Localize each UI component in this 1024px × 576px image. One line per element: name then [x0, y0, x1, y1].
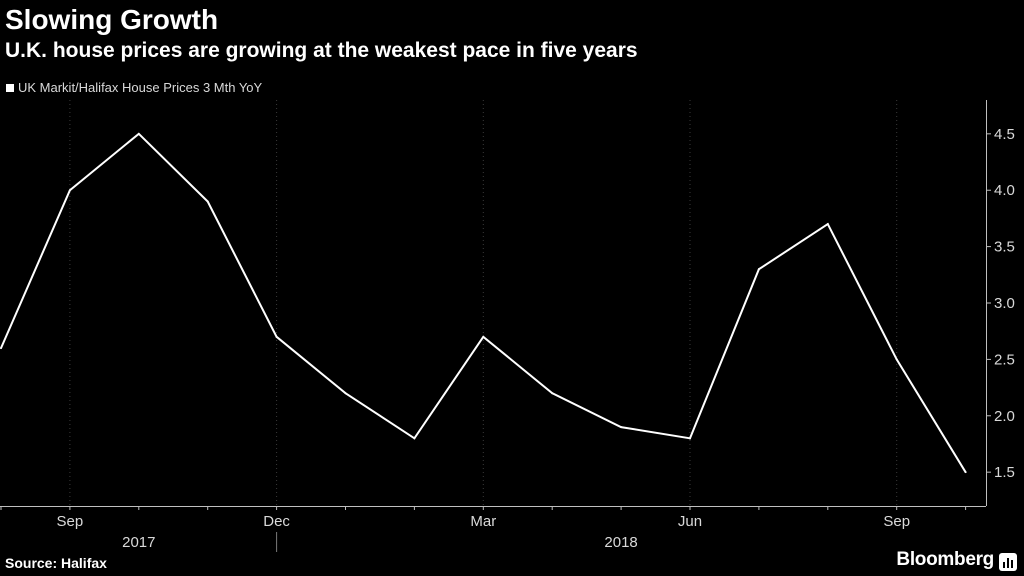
series-layer [0, 132, 967, 474]
data-point [895, 358, 898, 361]
data-point [551, 392, 554, 395]
x-tick-label: Sep [57, 513, 84, 530]
y-tick-label: 3.0 [994, 295, 1015, 312]
bloomberg-logo-icon [999, 553, 1017, 571]
y-tick-label: 4.0 [994, 182, 1015, 199]
y-tick-label: 4.5 [994, 126, 1015, 143]
x-tick-label: Jun [678, 513, 702, 530]
data-point [826, 223, 829, 226]
data-point [620, 426, 623, 429]
chart-title: Slowing Growth [5, 4, 219, 35]
data-point [137, 132, 140, 135]
x-tick-label: Mar [470, 513, 496, 530]
data-point [0, 347, 2, 350]
legend: UK Markit/Halifax House Prices 3 Mth YoY [6, 80, 262, 95]
axis-layer [0, 100, 991, 552]
data-point [68, 189, 71, 192]
data-point [413, 437, 416, 440]
x-tick-label: Dec [263, 513, 290, 530]
legend-swatch [6, 83, 14, 92]
grid-layer [69, 100, 898, 506]
data-point [482, 335, 485, 338]
chart-subtitle: U.K. house prices are growing at the wea… [5, 39, 638, 62]
year-label: 2017 [122, 534, 155, 551]
year-label: 2018 [604, 534, 637, 551]
y-tick-label: 1.5 [994, 464, 1015, 481]
y-tick-label: 3.5 [994, 239, 1015, 256]
data-point [689, 437, 691, 440]
data-point [964, 471, 967, 474]
data-point [344, 392, 347, 395]
bloomberg-logo: Bloomberg [896, 549, 994, 570]
label-layer: 1.5 2.0 2.5 3.0 3.5 4.0 4.5 Sep Dec Mar Jun Sep 2017… [57, 126, 1015, 551]
x-tick-label: Sep [883, 513, 910, 530]
data-point [206, 200, 209, 203]
data-point [275, 335, 278, 338]
y-tick-label: 2.0 [994, 408, 1015, 425]
y-tick-label: 2.5 [994, 351, 1015, 368]
source-note: Source: Halifax [5, 555, 107, 571]
data-point [757, 268, 760, 271]
legend-label: UK Markit/Halifax House Prices 3 Mth YoY [18, 80, 263, 95]
